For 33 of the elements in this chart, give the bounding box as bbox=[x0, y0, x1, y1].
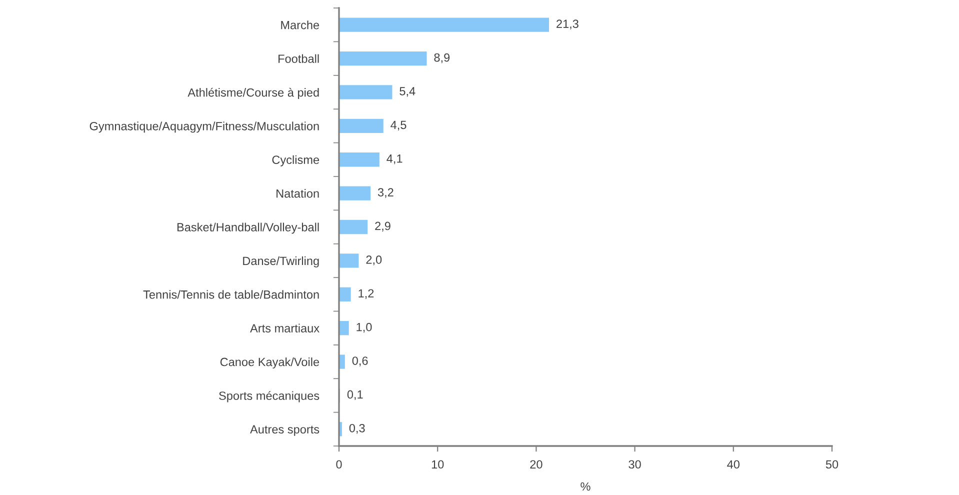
y-tick-label: Football bbox=[278, 54, 319, 63]
x-tick-label: 0 bbox=[336, 460, 342, 469]
data-label: 0,3 bbox=[349, 424, 365, 434]
data-label: 4,5 bbox=[390, 120, 406, 130]
y-tick-label: Arts martiaux bbox=[250, 324, 320, 332]
data-label: 1,2 bbox=[358, 289, 374, 299]
data-label: 2,9 bbox=[375, 222, 390, 232]
data-label: 8,9 bbox=[434, 53, 450, 64]
data-label: 0,1 bbox=[347, 390, 363, 400]
x-tick-label: 50 bbox=[826, 460, 838, 469]
y-tick-label: Tennis/Tennis de table/Badminton bbox=[143, 290, 319, 299]
x-tick-label: 20 bbox=[530, 460, 542, 469]
y-tick-label: Sports mécaniques bbox=[219, 391, 320, 402]
data-label: 1,0 bbox=[356, 322, 372, 333]
y-tick-label: Autres sports bbox=[250, 425, 320, 436]
data-label: 3,2 bbox=[378, 188, 394, 198]
y-tick-label: Cyclisme bbox=[272, 155, 320, 166]
y-tick-label: Canoe Kayak/Voile bbox=[220, 357, 320, 368]
data-label: 0,6 bbox=[352, 356, 368, 366]
x-tick-label: 10 bbox=[432, 460, 444, 469]
x-tick-label: 30 bbox=[628, 460, 641, 469]
y-tick-label: Danse/Twirling bbox=[243, 256, 319, 268]
y-tick-label: Marche bbox=[281, 20, 320, 30]
data-label: 5,4 bbox=[400, 87, 416, 97]
y-tick-label: Natation bbox=[276, 189, 319, 198]
y-tick-label: Basket/Handball/Volley-ball bbox=[177, 222, 319, 234]
y-tick-label: Gymnastique/Aquagym/Fitness/Musculation bbox=[90, 122, 319, 133]
x-tick-label: 40 bbox=[727, 460, 740, 469]
data-label: 4,1 bbox=[386, 154, 402, 164]
data-label: 21,3 bbox=[556, 20, 578, 30]
y-tick-label: Athlétisme/Course à pied bbox=[188, 88, 319, 100]
x-axis-title: % bbox=[580, 482, 590, 491]
data-label: 2,0 bbox=[366, 256, 382, 266]
